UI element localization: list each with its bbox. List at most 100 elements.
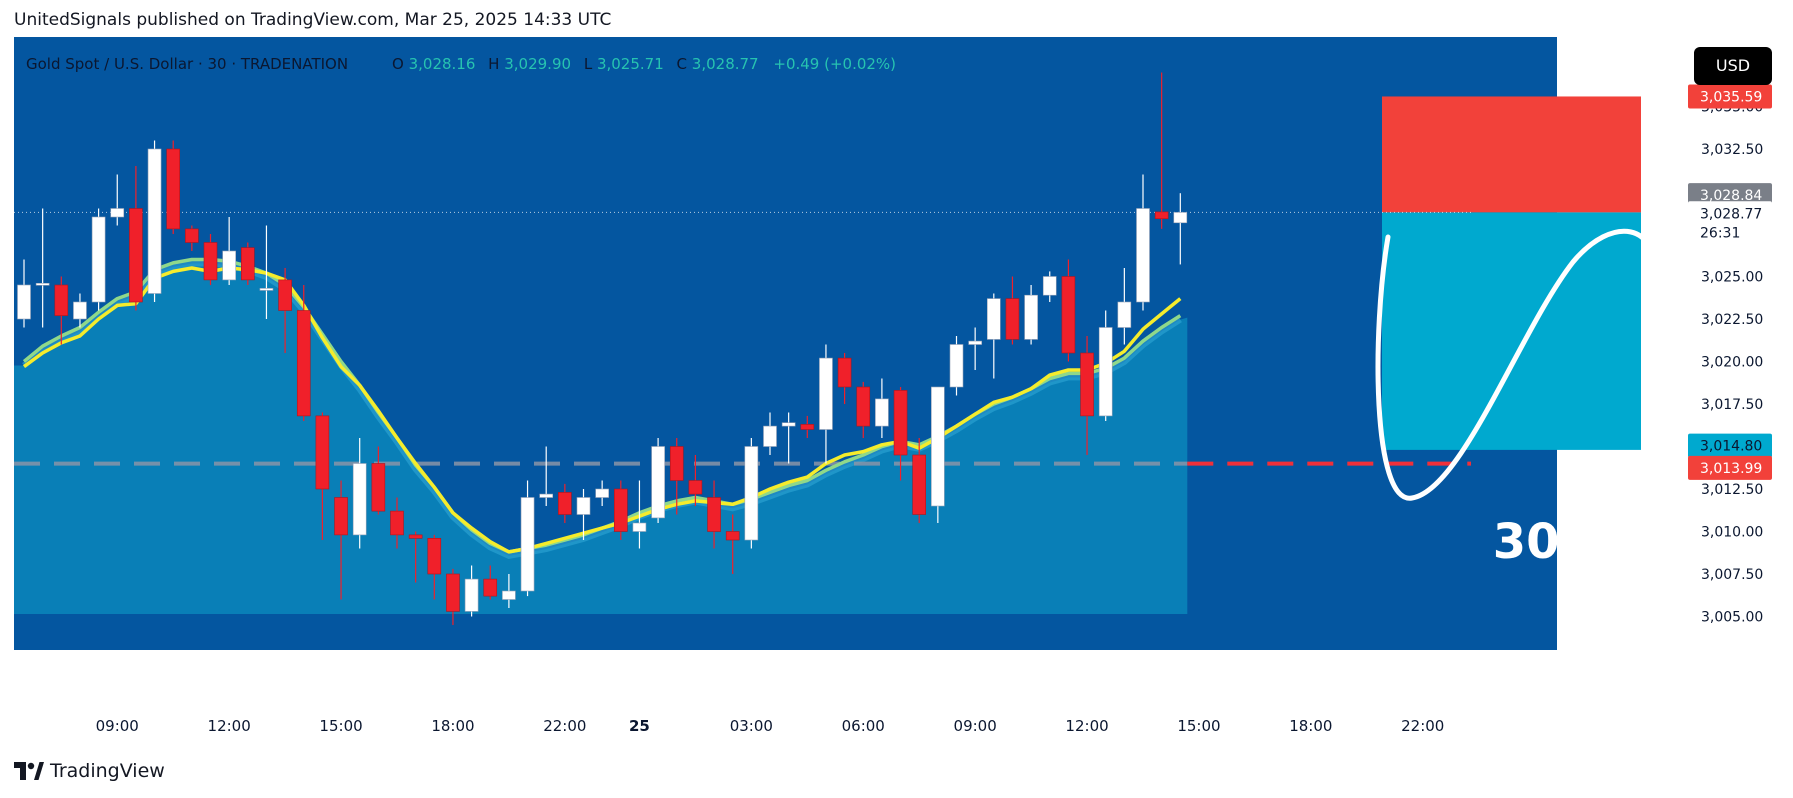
candle-54[interactable]: [1024, 285, 1038, 345]
tradingview-logo-icon: [14, 762, 44, 780]
candle-body: [390, 510, 404, 536]
candle-37[interactable]: [707, 480, 721, 549]
candle-45[interactable]: [856, 381, 871, 438]
candle-0[interactable]: [17, 259, 31, 328]
candle-body: [408, 534, 423, 539]
candle-body: [1024, 294, 1038, 340]
candle-body: [781, 422, 796, 427]
candle-34[interactable]: [651, 438, 665, 523]
high-label: H: [488, 55, 499, 73]
candle-41[interactable]: [781, 412, 796, 464]
candle-35[interactable]: [669, 438, 684, 515]
low-value: 3,025.71: [597, 55, 664, 73]
candle-body: [763, 425, 777, 447]
candle-14[interactable]: [278, 268, 292, 353]
candle-56[interactable]: [1061, 259, 1076, 362]
high-value: 3,029.90: [504, 55, 571, 73]
candle-body: [1136, 208, 1150, 303]
candle-6[interactable]: [129, 166, 143, 311]
candle-3[interactable]: [73, 293, 87, 328]
candle-47[interactable]: [893, 387, 908, 481]
candle-4[interactable]: [91, 208, 106, 311]
take-profit-zone[interactable]: [1382, 212, 1641, 450]
candle-body: [912, 454, 927, 515]
candle-17[interactable]: [334, 480, 348, 600]
candle-8[interactable]: [166, 140, 180, 235]
candle-12[interactable]: [241, 242, 255, 286]
candle-21[interactable]: [408, 531, 423, 583]
x-tick-label: 25: [629, 717, 650, 735]
candle-61[interactable]: [1154, 72, 1169, 229]
candle-36[interactable]: [688, 455, 703, 506]
candle-29[interactable]: [558, 483, 572, 523]
candle-16[interactable]: [315, 412, 330, 541]
candle-53[interactable]: [1005, 276, 1020, 345]
x-tick-label: 22:00: [1401, 717, 1444, 735]
candle-body: [1042, 276, 1057, 296]
candle-24[interactable]: [464, 565, 479, 617]
candle-62[interactable]: [1173, 193, 1188, 265]
candle-body: [856, 386, 871, 427]
high-marker-tag-text: 3,028.84: [1700, 188, 1762, 204]
candle-39[interactable]: [744, 438, 759, 549]
candle-42[interactable]: [800, 415, 815, 438]
candle-19[interactable]: [371, 446, 386, 515]
candle-22[interactable]: [427, 534, 442, 600]
candle-body: [259, 288, 274, 291]
stop-price-tag-background: [1688, 84, 1772, 109]
candle-11[interactable]: [222, 217, 236, 285]
candle-40[interactable]: [763, 412, 777, 456]
candle-60[interactable]: [1136, 174, 1150, 311]
candle-27[interactable]: [520, 480, 535, 597]
candle-13[interactable]: [259, 225, 274, 320]
candle-23[interactable]: [446, 568, 460, 625]
candle-10[interactable]: [203, 234, 218, 285]
candle-body: [875, 398, 889, 427]
candle-55[interactable]: [1042, 271, 1057, 302]
candle-59[interactable]: [1117, 268, 1132, 345]
candle-52[interactable]: [986, 293, 1001, 379]
candle-38[interactable]: [725, 514, 740, 575]
candle-body: [968, 340, 982, 345]
candle-5[interactable]: [110, 174, 125, 226]
candle-44[interactable]: [837, 353, 852, 404]
candle-7[interactable]: [147, 140, 162, 303]
candle-51[interactable]: [968, 327, 982, 371]
candle-body: [931, 386, 945, 507]
candle-25[interactable]: [483, 565, 498, 600]
candle-20[interactable]: [390, 497, 404, 549]
candle-18[interactable]: [352, 438, 367, 549]
candle-body: [949, 344, 964, 388]
candle-1[interactable]: [35, 208, 50, 328]
candle-58[interactable]: [1098, 310, 1113, 422]
candle-49[interactable]: [931, 386, 945, 523]
candle-body: [147, 148, 162, 294]
stop-loss-zone[interactable]: [1382, 96, 1641, 213]
x-tick-label: 12:00: [1065, 717, 1108, 735]
candle-30[interactable]: [576, 489, 591, 540]
candle-body: [837, 357, 852, 388]
currency-button[interactable]: USD: [1694, 47, 1772, 85]
candle-9[interactable]: [185, 225, 199, 252]
candle-26[interactable]: [502, 574, 516, 608]
candle-50[interactable]: [949, 336, 964, 396]
y-tick-label: 3,020.00: [1701, 355, 1763, 371]
candle-46[interactable]: [875, 378, 889, 439]
y-tick-label: 3,005.00: [1701, 610, 1763, 626]
candle-32[interactable]: [613, 480, 628, 541]
last-price-tag-background: [1688, 201, 1772, 244]
y-tick-label: 3,025.00: [1701, 270, 1763, 286]
candle-2[interactable]: [54, 276, 69, 345]
candle-48[interactable]: [912, 438, 927, 523]
level-price-tag-text: 3,013.99: [1700, 461, 1762, 477]
candle-28[interactable]: [539, 446, 554, 507]
x-tick-label: 15:00: [319, 717, 362, 735]
candle-57[interactable]: [1080, 336, 1094, 455]
tradingview-logo[interactable]: TradingView: [14, 760, 165, 782]
candle-15[interactable]: [296, 285, 311, 421]
tradingview-brand-text: TradingView: [50, 760, 165, 782]
candle-33[interactable]: [632, 480, 647, 549]
candle-31[interactable]: [595, 480, 609, 507]
candle-43[interactable]: [819, 344, 833, 464]
